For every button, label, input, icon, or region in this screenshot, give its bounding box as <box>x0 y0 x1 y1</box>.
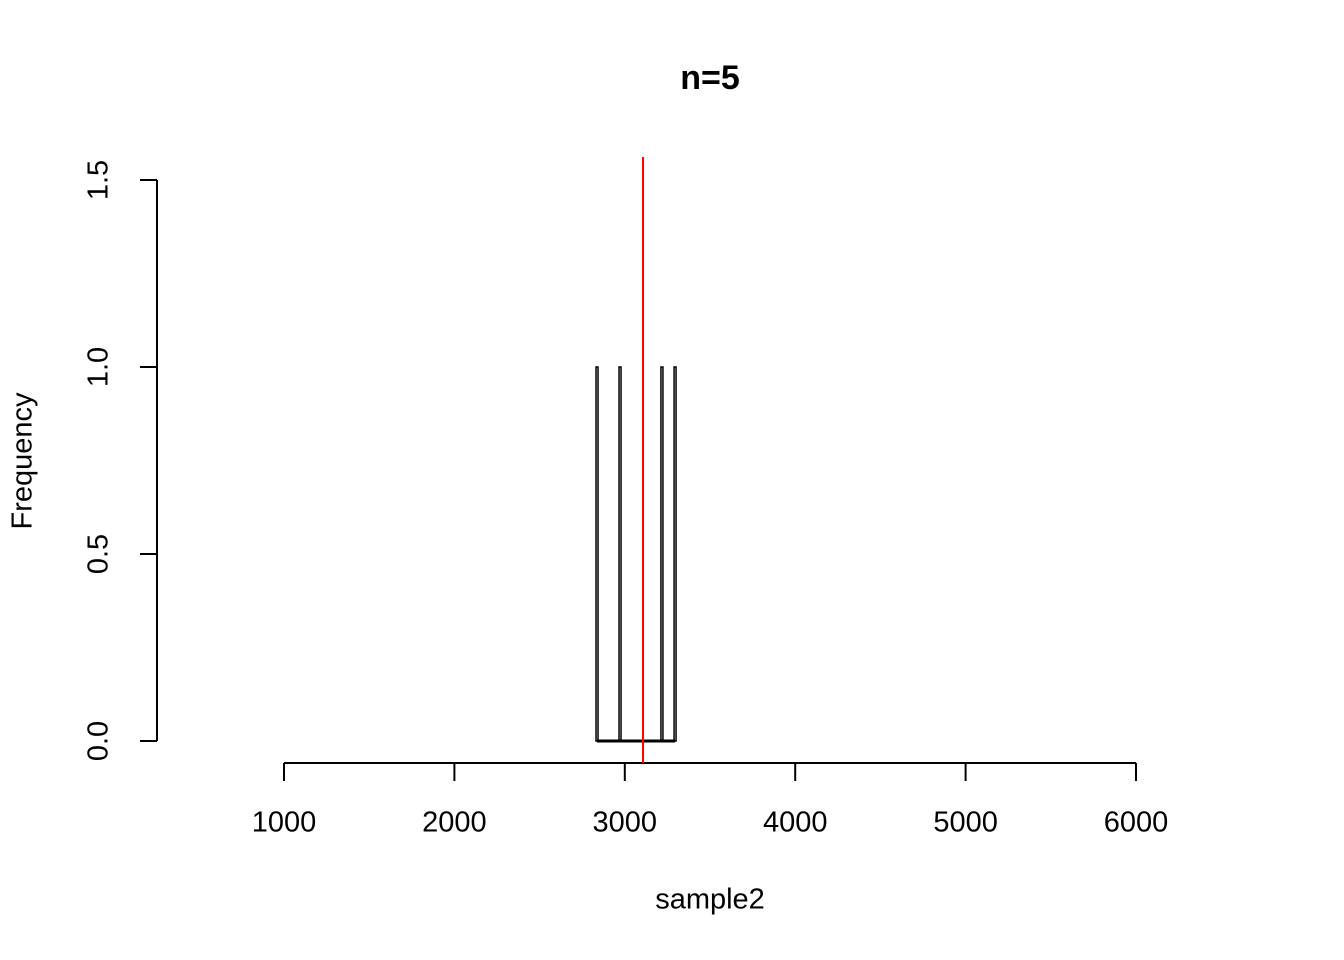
y-tick-label: 0.5 <box>83 534 115 574</box>
x-tick-label: 1000 <box>252 807 317 839</box>
x-tick-label: 2000 <box>422 807 487 839</box>
chart-title: n=5 <box>680 59 740 97</box>
x-tick-label: 3000 <box>593 807 658 839</box>
bar <box>660 366 664 742</box>
bar <box>618 366 622 742</box>
x-axis-label: sample2 <box>655 884 765 916</box>
y-tick-label: 0.0 <box>83 721 115 761</box>
x-tick-label: 4000 <box>763 807 828 839</box>
y-tick-label: 1.0 <box>83 347 115 387</box>
bar <box>595 366 599 742</box>
y-tick-label: 1.5 <box>83 160 115 200</box>
x-tick-label: 6000 <box>1104 807 1169 839</box>
x-tick-label: 5000 <box>933 807 998 839</box>
y-axis-label: Frequency <box>7 392 39 530</box>
bar <box>673 366 677 742</box>
